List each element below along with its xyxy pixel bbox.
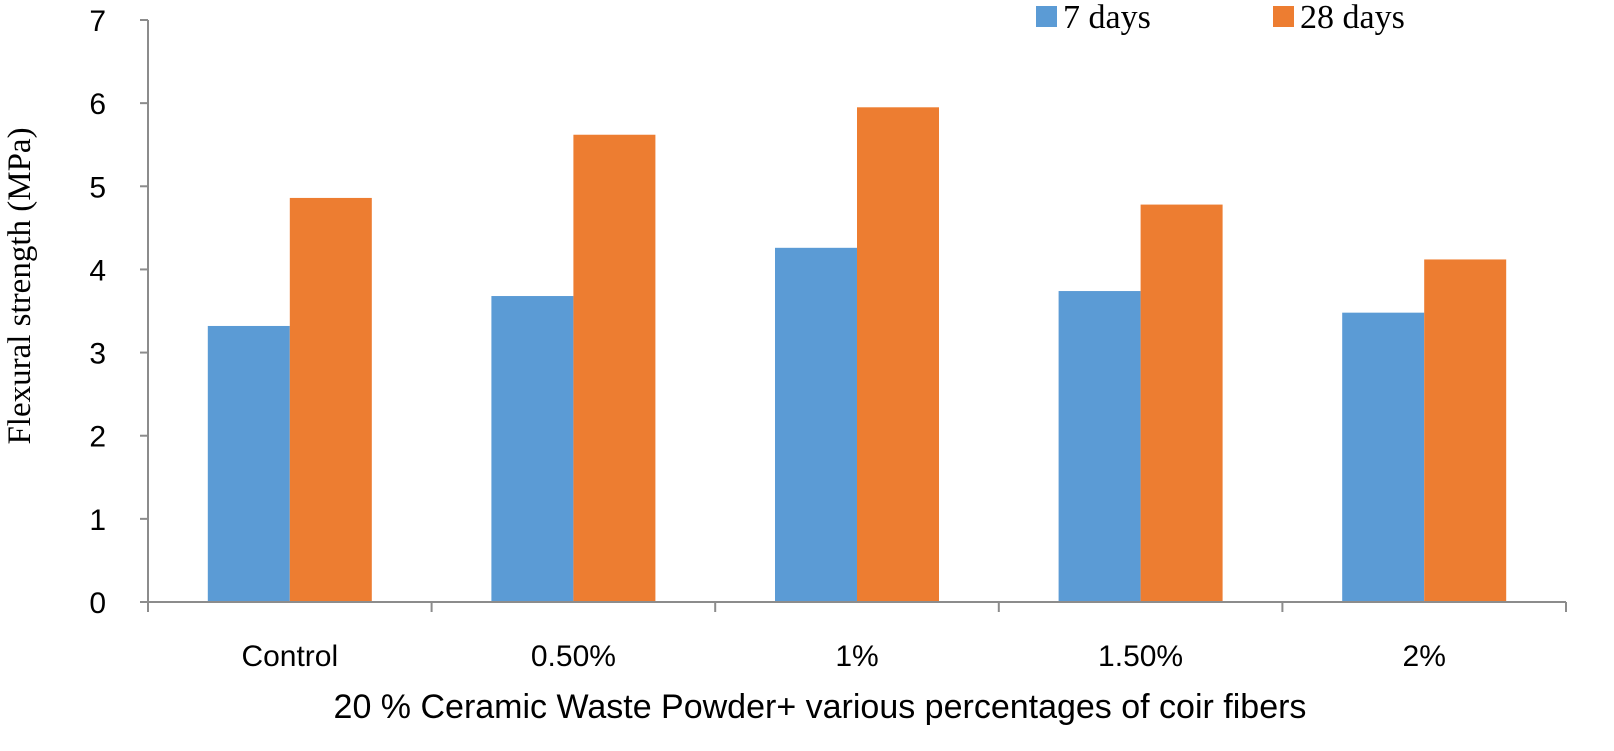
bar-7-days-0.50% xyxy=(491,296,574,602)
y-tick-label: 0 xyxy=(89,587,106,620)
y-axis-ticks: 0 1 2 3 4 5 6 7 xyxy=(89,5,148,620)
bars-group xyxy=(207,107,1507,603)
x-tick-label: 1.50% xyxy=(1098,640,1183,673)
y-tick-label: 3 xyxy=(89,338,106,371)
bar-7-days-1% xyxy=(775,247,857,602)
bar-28-days-2% xyxy=(1424,259,1507,602)
x-tick-label: 0.50% xyxy=(531,640,616,673)
y-tick-label: 2 xyxy=(89,421,106,454)
bar-28-days-1.50% xyxy=(1140,204,1223,602)
y-tick-label: 4 xyxy=(89,254,106,287)
x-tick-label: 1% xyxy=(835,640,878,673)
bar-28-days-Control xyxy=(289,197,372,602)
bar-7-days-1.50% xyxy=(1058,291,1141,602)
legend-swatch-7-days xyxy=(1036,6,1057,27)
y-tick-label: 5 xyxy=(89,171,106,204)
legend: 7 days 28 days xyxy=(1036,0,1405,36)
bar-28-days-1% xyxy=(857,107,939,603)
bar-7-days-2% xyxy=(1342,312,1425,602)
x-tick-label: 2% xyxy=(1403,640,1446,673)
bar-28-days-0.50% xyxy=(573,134,656,603)
legend-label: 7 days xyxy=(1063,0,1151,36)
legend-swatch-28-days xyxy=(1273,6,1294,27)
y-tick-label: 6 xyxy=(89,88,106,121)
x-axis-tick-labels: Control 0.50% 1% 1.50% 2% xyxy=(241,640,1445,673)
x-tick-label: Control xyxy=(241,640,338,673)
y-axis-title: Flexural strength (MPa) xyxy=(2,127,38,444)
y-tick-label: 7 xyxy=(89,5,106,38)
x-axis-ticks xyxy=(147,602,1567,612)
bar-7-days-Control xyxy=(207,325,290,602)
x-axis-title: 20 % Ceramic Waste Powder+ various perce… xyxy=(334,688,1307,726)
y-tick-label: 1 xyxy=(89,504,106,537)
legend-label: 28 days xyxy=(1300,0,1405,36)
